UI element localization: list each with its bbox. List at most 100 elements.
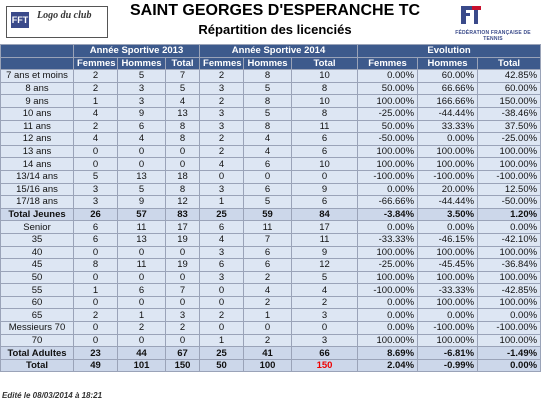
table-cell: 0 [164, 295, 201, 310]
table-cell: 0 [117, 157, 166, 171]
table-cell: -50.00% [477, 195, 542, 209]
table-cell: 10 [291, 94, 359, 108]
table-cell: 0 [164, 270, 201, 285]
table-cell: 0 [199, 283, 245, 297]
table-cell: 6 [73, 232, 118, 247]
group-header: Evolution [357, 44, 542, 58]
table-cell: 8.69% [357, 346, 419, 360]
table-cell: 26 [73, 207, 118, 222]
table-row: Total Adultes 23 44 67 25 41 66 8.69% -6.81% -1.4… [0, 346, 542, 360]
table-cell: -6.81% [417, 346, 479, 360]
table-cell: 6 [291, 195, 359, 209]
table-cell: 100.00% [357, 333, 419, 348]
page-subtitle: Répartition des licenciés [198, 22, 352, 37]
fft-emblem-icon [461, 6, 481, 24]
table-cell: 8 [243, 69, 293, 83]
table-cell: 2 [243, 333, 293, 348]
table-cell: 60.00% [417, 69, 479, 83]
table-cell: 19 [164, 258, 201, 272]
table-cell: 2 [243, 295, 293, 310]
column-header: Hommes [117, 56, 166, 71]
table-cell: 8 [291, 81, 359, 96]
table-cell: 0.00% [357, 321, 419, 335]
column-header: Total [164, 56, 201, 71]
table-row: 8 ans 2 3 5 3 5 8 50.00% 66.66% 60.00% [0, 81, 542, 96]
table-cell: 4 [73, 106, 118, 121]
table-cell: -100.00% [417, 321, 479, 335]
table-cell: 13 [117, 169, 166, 184]
table-cell: 9 [291, 182, 359, 197]
column-header-row: Femmes Hommes Total Femmes Hommes Total Femmes… [0, 56, 542, 71]
table-cell: 0.00% [357, 69, 419, 83]
table-cell: 5 [117, 69, 166, 83]
table-cell: 9 [117, 195, 166, 209]
table-row: 50 0 0 0 3 2 5 100.00% 100.00% 100.00% [0, 270, 542, 285]
table-cell: 6 [243, 245, 293, 260]
table-cell: 6 [291, 144, 359, 159]
table-cell: 0.00% [477, 358, 542, 373]
table-cell: 0 [199, 169, 245, 184]
page-title: SAINT GEORGES D'ESPERANCHE TC [129, 2, 421, 19]
table-cell: 12.50% [477, 182, 542, 197]
row-label: 7 ans et moins [0, 69, 74, 83]
table-cell: 66.66% [417, 81, 479, 96]
table-cell: 100.00% [417, 157, 479, 171]
column-header: Femmes [73, 56, 118, 71]
table-cell: 100.00% [417, 270, 479, 285]
table-cell: 1 [117, 308, 166, 323]
table-row: 40 0 0 0 3 6 9 100.00% 100.00% 100.00% [0, 245, 542, 260]
table-cell: 3 [199, 270, 245, 285]
group-header [0, 44, 74, 58]
table-row: Total Jeunes 26 57 83 25 59 84 -3.84% 3.50% 1.20% [0, 207, 542, 222]
table-cell: 25 [199, 346, 245, 360]
table-cell: 44 [117, 346, 166, 360]
table-cell: 8 [243, 94, 293, 108]
table-cell: 0 [243, 169, 293, 184]
table-cell: -50.00% [357, 132, 419, 146]
table-cell: 7 [164, 283, 201, 297]
row-label: Senior [0, 220, 74, 234]
column-header: Femmes [199, 56, 245, 71]
table-cell: 100.00% [477, 245, 542, 260]
table-row: 11 ans 2 6 8 3 8 11 50.00% 33.33% 37.50% [0, 119, 542, 134]
table-cell: 6 [199, 258, 245, 272]
fft-logo-icon: FFT [11, 12, 29, 28]
table-cell: 0.00% [417, 308, 479, 323]
table-cell: 0 [117, 270, 166, 285]
table-cell: 10 [291, 157, 359, 171]
table-cell: 3 [199, 182, 245, 197]
table-cell: 0 [291, 169, 359, 184]
table-cell: 33.33% [417, 119, 479, 134]
table-row: 15/16 ans 3 5 8 3 6 9 0.00% 20.00% 12.50% [0, 182, 542, 197]
table-cell: 100.00% [357, 157, 419, 171]
group-header: Année Sportive 2014 [199, 44, 359, 58]
row-label: 8 ans [0, 81, 74, 96]
table-cell: 5 [243, 195, 293, 209]
table-cell: 100.00% [357, 94, 419, 108]
table-cell: 100.00% [477, 144, 542, 159]
table-cell: 9 [291, 245, 359, 260]
table-cell: 0 [73, 295, 118, 310]
column-header: Total [477, 56, 542, 71]
table-cell: 23 [73, 346, 118, 360]
table-cell: 0 [117, 245, 166, 260]
table-cell: -66.66% [357, 195, 419, 209]
table-cell: 66 [291, 346, 359, 360]
table-cell: 50.00% [357, 119, 419, 134]
table-cell: 2 [164, 321, 201, 335]
table-cell: 2 [199, 308, 245, 323]
row-label: Total Adultes [0, 346, 74, 360]
table-cell: 13 [117, 232, 166, 247]
table-cell: 60.00% [477, 81, 542, 96]
table-cell: 11 [291, 119, 359, 134]
table-cell: 101 [117, 358, 166, 373]
table-cell: 0 [117, 144, 166, 159]
row-label: 10 ans [0, 106, 74, 121]
table-cell: 11 [117, 258, 166, 272]
table-cell: 0.00% [357, 182, 419, 197]
table-cell: 19 [164, 232, 201, 247]
table-cell: 6 [243, 182, 293, 197]
table-cell: 6 [243, 258, 293, 272]
table-row: 65 2 1 3 2 1 3 0.00% 0.00% 0.00% [0, 308, 542, 323]
